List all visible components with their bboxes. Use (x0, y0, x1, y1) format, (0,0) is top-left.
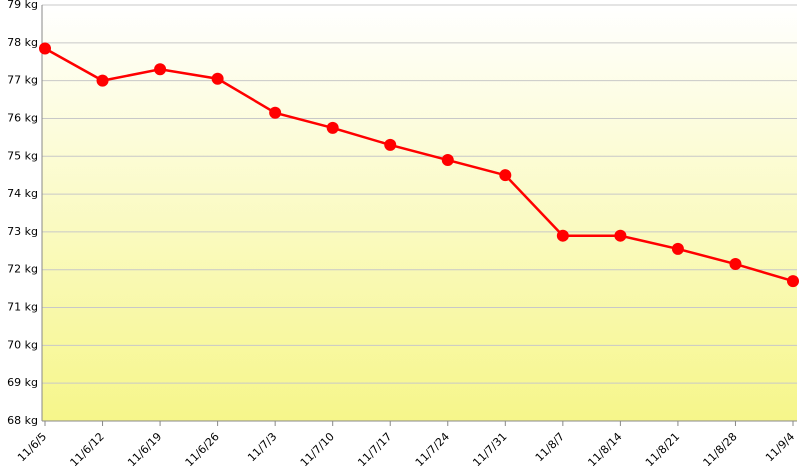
data-point (787, 275, 799, 288)
data-point (671, 242, 684, 255)
x-tick-label: 11/7/31 (470, 430, 509, 469)
data-point (269, 106, 282, 119)
x-tick-label: 11/9/4 (763, 430, 797, 464)
data-point (39, 42, 51, 55)
y-tick-label: 68 kg (7, 414, 38, 427)
data-point (384, 138, 397, 151)
y-tick-label: 73 kg (7, 225, 38, 238)
y-tick-label: 76 kg (7, 111, 38, 124)
x-tick-label: 11/8/14 (585, 430, 624, 469)
y-tick-label: 69 kg (7, 376, 38, 389)
x-tick-label: 11/7/10 (298, 430, 337, 469)
data-point (154, 63, 167, 76)
x-tick-label: 11/6/26 (183, 430, 222, 469)
y-tick-label: 74 kg (7, 187, 38, 200)
y-tick-label: 79 kg (7, 0, 38, 11)
data-point (729, 258, 742, 271)
data-point (499, 169, 512, 182)
plot-area (42, 5, 797, 421)
data-line (44, 47, 794, 283)
data-point (96, 74, 109, 87)
data-point (211, 72, 224, 85)
data-point (441, 154, 454, 167)
x-tick-label: 11/8/28 (701, 430, 740, 469)
x-tick-label: 11/7/3 (245, 430, 279, 464)
x-tick-label: 11/7/17 (355, 430, 394, 469)
y-tick-label: 70 kg (7, 338, 38, 351)
data-point (326, 121, 339, 134)
x-tick-label: 11/6/5 (15, 430, 49, 464)
data-point (556, 229, 569, 242)
x-tick-label: 11/6/12 (68, 430, 107, 469)
data-point (614, 229, 627, 242)
x-tick-label: 11/6/19 (125, 430, 164, 469)
y-tick-label: 72 kg (7, 263, 38, 276)
y-tick-label: 77 kg (7, 74, 38, 87)
y-tick-label: 75 kg (7, 149, 38, 162)
x-tick-label: 11/8/21 (643, 430, 682, 469)
y-tick-label: 78 kg (7, 36, 38, 49)
y-tick-label: 71 kg (7, 301, 38, 314)
x-tick-label: 11/7/24 (413, 430, 452, 469)
x-tick-label: 11/8/7 (533, 430, 567, 464)
